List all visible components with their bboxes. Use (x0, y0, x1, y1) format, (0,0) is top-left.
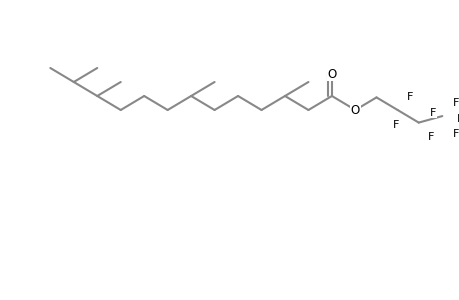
Text: O: O (326, 68, 336, 80)
Text: F: F (452, 98, 458, 108)
Text: F: F (392, 120, 398, 130)
Text: O: O (350, 103, 359, 116)
Text: F: F (427, 132, 434, 142)
Text: F: F (406, 92, 413, 102)
Text: F: F (452, 129, 458, 139)
Text: F: F (455, 114, 459, 124)
Text: F: F (429, 108, 436, 118)
